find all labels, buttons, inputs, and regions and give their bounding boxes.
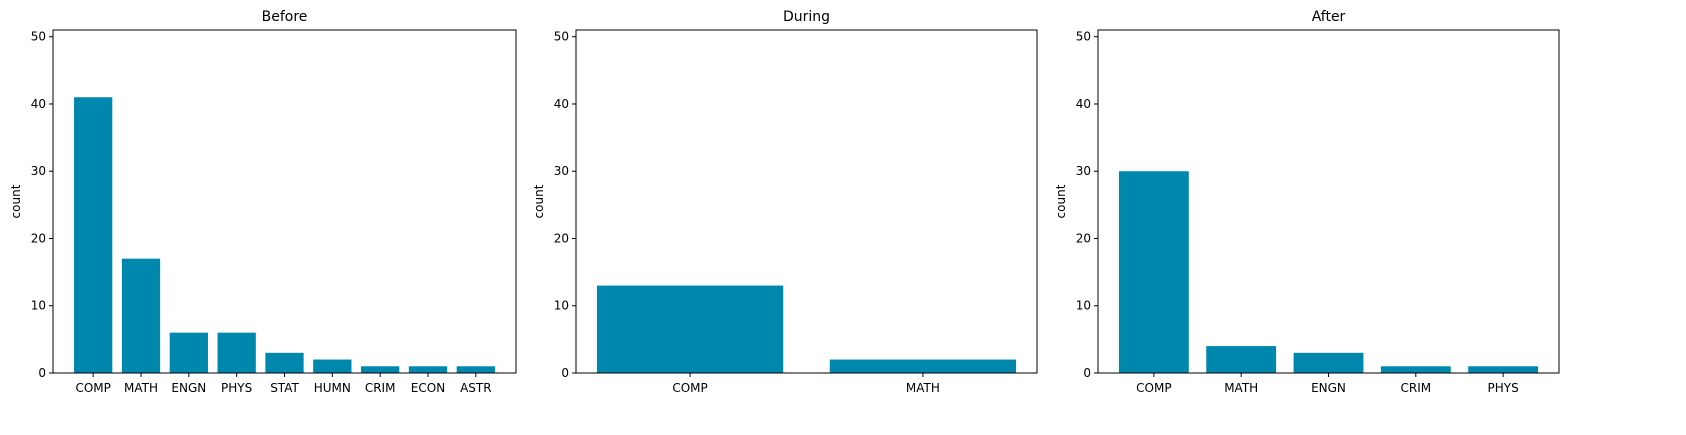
chart-title: After <box>1312 9 1346 25</box>
x-tick-label: ASTR <box>460 381 492 395</box>
y-tick-label: 30 <box>1076 164 1091 178</box>
x-tick-label: PHYS <box>221 381 252 395</box>
y-tick-label: 0 <box>38 366 46 380</box>
y-tick-label: 0 <box>561 366 569 380</box>
x-tick-label: PHYS <box>1488 381 1519 395</box>
y-axis-label: count <box>9 184 23 218</box>
x-tick-label: COMP <box>75 381 110 395</box>
y-axis-label: count <box>532 184 546 218</box>
y-tick-label: 40 <box>554 97 569 111</box>
bar-econ <box>408 366 448 373</box>
x-tick-label: ECON <box>411 381 445 395</box>
x-tick-label: MATH <box>124 381 158 395</box>
y-tick-label: 50 <box>554 30 569 44</box>
y-tick-label: 40 <box>31 97 46 111</box>
chart-panel-after: 0 10 20 30 40 50 COMP MATH ENGN CRIM PHYS After coun… <box>1054 9 1560 395</box>
chart-title: During <box>783 9 830 25</box>
y-tick-label: 20 <box>1076 231 1091 245</box>
y-tick-label: 30 <box>554 164 569 178</box>
bar-crim <box>1380 366 1451 373</box>
bar-engn <box>169 332 208 373</box>
y-axis-label: count <box>1054 184 1068 218</box>
y-tick-label: 10 <box>31 299 46 313</box>
chart-panel-before: 0 10 20 30 40 50 COMP MATH ENGN PHYS STAT HUMN CRIM E… <box>9 9 517 395</box>
y-tick-label: 40 <box>1076 97 1091 111</box>
bar-math <box>829 359 1017 373</box>
bar-math <box>121 258 161 373</box>
y-tick-label: 20 <box>31 231 46 245</box>
bar-comp <box>1118 171 1189 373</box>
x-tick-label: COMP <box>672 381 707 395</box>
x-tick-label: STAT <box>270 381 299 395</box>
bar-comp <box>74 97 113 373</box>
bar-crim <box>361 366 400 373</box>
x-tick-label: ENGN <box>1311 381 1346 395</box>
chart-panel-during: 0 10 20 30 40 50 COMP MATH During count <box>532 9 1038 395</box>
x-tick-label: MATH <box>1224 381 1258 395</box>
x-tick-label: CRIM <box>365 381 396 395</box>
x-tick-label: MATH <box>906 381 940 395</box>
bar-math <box>1206 346 1277 373</box>
x-tick-label: ENGN <box>171 381 206 395</box>
x-tick-label: COMP <box>1136 381 1171 395</box>
chart-title: Before <box>262 9 308 25</box>
bar-phys <box>217 332 256 373</box>
x-tick-label: HUMN <box>314 381 351 395</box>
axes-frame <box>575 29 1038 374</box>
bar-stat <box>265 352 304 373</box>
y-tick-label: 10 <box>554 299 569 313</box>
bar-comp <box>596 285 784 373</box>
bar-phys <box>1468 366 1539 373</box>
x-tick-label: CRIM <box>1401 381 1432 395</box>
y-tick-label: 20 <box>554 231 569 245</box>
bar-humn <box>313 359 352 373</box>
y-tick-label: 50 <box>1076 30 1091 44</box>
bar-engn <box>1293 352 1364 373</box>
y-tick-label: 10 <box>1076 299 1091 313</box>
y-tick-label: 50 <box>31 30 46 44</box>
y-tick-label: 30 <box>31 164 46 178</box>
bar-astr <box>456 366 495 373</box>
y-tick-label: 0 <box>1083 366 1091 380</box>
